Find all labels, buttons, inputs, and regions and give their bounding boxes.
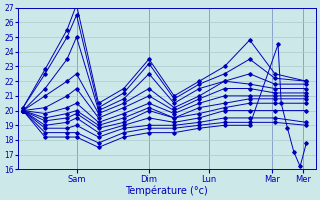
X-axis label: Température (°c): Température (°c): [125, 185, 208, 196]
